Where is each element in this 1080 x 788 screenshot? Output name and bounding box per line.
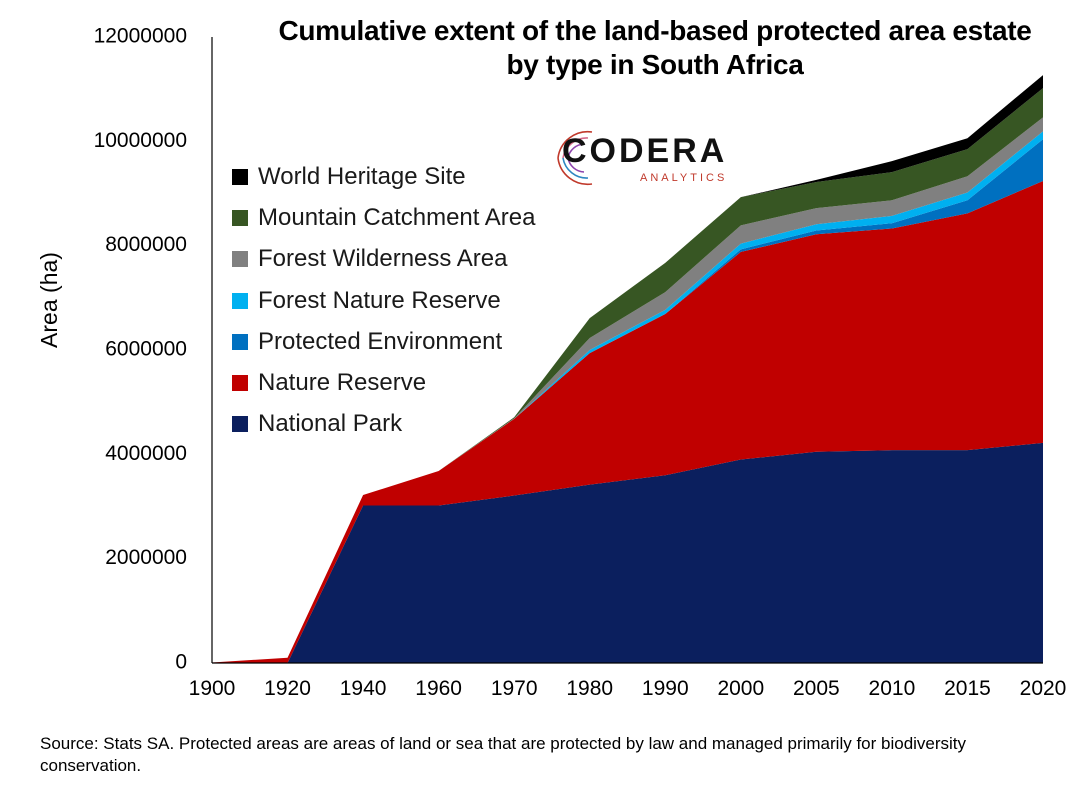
- legend-label: Mountain Catchment Area: [258, 203, 536, 231]
- legend-swatch: [232, 209, 248, 226]
- y-tick-labels: 0 2000000 4000000 6000000 8000000 10000000 120…: [94, 25, 187, 674]
- y-tick-label: 4000000: [105, 442, 187, 465]
- legend: World Heritage Site Mountain Catchment Ar…: [232, 156, 536, 445]
- legend-label: Nature Reserve: [258, 369, 427, 397]
- x-tick-label: 1960: [415, 677, 462, 700]
- legend-item: Nature Reserve: [232, 362, 536, 403]
- legend-label: Forest Nature Reserve: [258, 286, 501, 314]
- legend-label: National Park: [258, 410, 403, 438]
- y-tick-label: 10000000: [94, 129, 187, 152]
- chart-title-line1: Cumulative extent of the land-based prot…: [278, 15, 1032, 46]
- axes-group: [211, 37, 1043, 664]
- legend-swatch: [232, 168, 248, 185]
- legend-swatch: [232, 375, 248, 392]
- x-tick-label: 2020: [1020, 677, 1067, 700]
- x-tick-label: 2015: [944, 677, 991, 700]
- legend-item: Forest Nature Reserve: [232, 280, 536, 321]
- y-tick-label: 6000000: [105, 338, 187, 361]
- area-national-park: [212, 442, 1043, 663]
- legend-swatch: [232, 251, 248, 268]
- x-tick-label: 1970: [491, 677, 538, 700]
- y-tick-label: 0: [175, 651, 187, 674]
- x-tick-label: 1940: [340, 677, 387, 700]
- x-tick-label: 2010: [869, 677, 916, 700]
- x-tick-label: 2000: [717, 677, 764, 700]
- area-series-group: [212, 75, 1043, 664]
- legend-label: World Heritage Site: [258, 162, 466, 190]
- legend-swatch: [232, 292, 248, 309]
- y-tick-label: 2000000: [105, 546, 187, 569]
- codera-logo: CODERA ANALYTICS: [548, 122, 748, 192]
- x-tick-label: 2005: [793, 677, 840, 700]
- codera-logo-mark-icon: [557, 130, 593, 186]
- y-tick-label: 12000000: [94, 25, 187, 48]
- logo-wordmark: CODERA: [562, 132, 728, 170]
- y-axis-label: Area (ha): [36, 252, 62, 348]
- area-nature-reserve: [212, 180, 1043, 664]
- legend-item: Mountain Catchment Area: [232, 197, 536, 238]
- legend-label: Protected Environment: [258, 327, 503, 355]
- legend-item: World Heritage Site: [232, 156, 536, 197]
- x-tick-label: 1990: [642, 677, 689, 700]
- legend-item: Forest Wilderness Area: [232, 239, 536, 280]
- x-tick-label: 1920: [264, 677, 311, 700]
- chart-title-line2: by type in South Africa: [506, 49, 804, 80]
- x-tick-label: 1980: [566, 677, 613, 700]
- y-tick-label: 8000000: [105, 233, 187, 256]
- chart-title: Cumulative extent of the land-based prot…: [205, 14, 1080, 82]
- legend-item: Protected Environment: [232, 321, 536, 362]
- source-note: Source: Stats SA. Protected areas are ar…: [40, 734, 967, 775]
- logo-subtitle: ANALYTICS: [640, 172, 728, 184]
- x-tick-label: 1900: [189, 677, 236, 700]
- legend-label: Forest Wilderness Area: [258, 245, 508, 273]
- legend-swatch: [232, 333, 248, 350]
- x-tick-labels: 1900 1920 1940 1960 1970 1980 1990 2000 2005 2010…: [189, 677, 1067, 700]
- legend-swatch: [232, 416, 248, 433]
- legend-item: National Park: [232, 404, 536, 445]
